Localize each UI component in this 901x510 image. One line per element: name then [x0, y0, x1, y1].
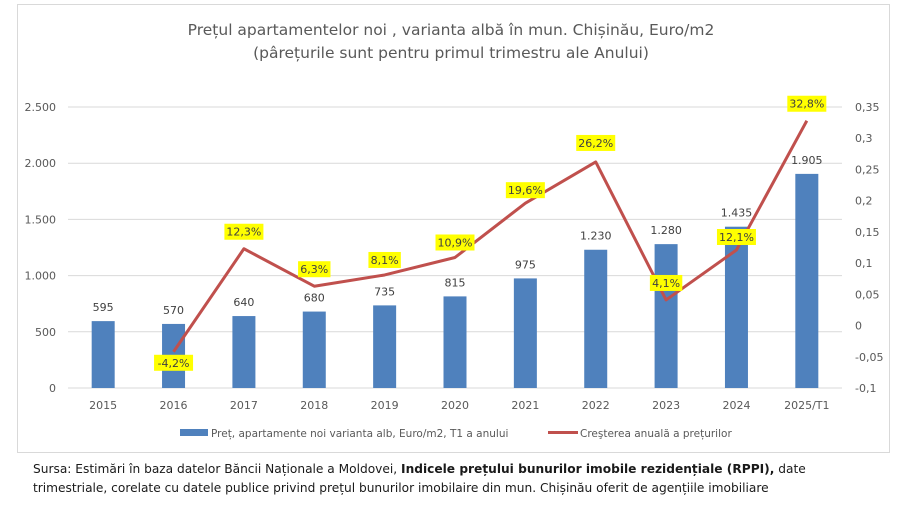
bar: [91, 321, 115, 388]
bar-value-label: 680: [304, 292, 325, 305]
x-tick-label: 2015: [89, 399, 117, 412]
bar-value-label: 1.230: [580, 230, 612, 243]
right-tick-label: 0,1: [855, 257, 873, 270]
right-tick-label: 0,05: [855, 288, 880, 301]
x-tick-label: 2018: [300, 399, 328, 412]
bar: [443, 296, 467, 388]
left-tick-label: 0: [49, 382, 56, 395]
label-highlight: [435, 234, 475, 251]
source-prefix: Sursa: Estimări în baza datelor Băncii N…: [33, 462, 402, 476]
bar: [302, 311, 326, 388]
growth-value-label: 8,1%: [371, 254, 399, 267]
right-tick-label: 0,35: [855, 101, 880, 114]
label-highlight: [787, 95, 827, 112]
line-labels: -4,2% 12,3% 6,3% 8,1% 10,9% 19,6% 26,2% 4,1% 12,…: [154, 95, 827, 371]
x-tick-label: 2017: [230, 399, 258, 412]
right-tick-label: -0,1: [855, 382, 876, 395]
right-axis: -0,1 -0,05 0 0,05 0,1 0,15 0,2 0,25 0,3 0,35: [855, 101, 883, 395]
bar: [373, 305, 397, 388]
left-tick-label: 1.500: [25, 213, 57, 226]
bar-value-label: 735: [374, 285, 395, 298]
legend: Preț, apartamente noi varianta alb, Euro…: [180, 428, 732, 440]
legend-bar-swatch: [180, 429, 208, 436]
line-series: [172, 120, 809, 353]
x-tick-label: 2022: [582, 399, 610, 412]
left-tick-label: 500: [35, 326, 56, 339]
bar-value-label: 640: [233, 296, 254, 309]
x-tick-label: 2023: [652, 399, 680, 412]
source-bold: Indicele prețului bunurilor imobile rezi…: [401, 462, 775, 476]
bar-value-label: 1.280: [650, 224, 682, 237]
growth-value-label: -4,2%: [158, 357, 190, 370]
legend-line-label: Creşterea anuală a prețurilor: [580, 428, 732, 440]
bar-value-label: 570: [163, 304, 184, 317]
label-highlight: [298, 261, 331, 278]
right-tick-label: 0: [855, 320, 862, 333]
source-note: Sursa: Estimări în baza datelor Băncii N…: [33, 460, 893, 498]
source-suffix: date: [774, 462, 806, 476]
growth-value-label: 32,8%: [789, 98, 824, 111]
x-tick-label: 2021: [511, 399, 539, 412]
bar: [232, 316, 256, 388]
right-tick-label: 0,2: [855, 195, 873, 208]
chart-title: Prețul apartamentelor noi , varianta alb…: [188, 21, 715, 39]
right-tick-label: -0,05: [855, 351, 883, 364]
gridlines: [68, 106, 842, 389]
x-tick-label: 2025/T1: [784, 399, 829, 412]
left-tick-label: 2.500: [25, 101, 57, 114]
x-tick-label: 2019: [371, 399, 399, 412]
bar-value-label: 1.435: [721, 207, 753, 220]
label-highlight: [576, 134, 616, 151]
left-tick-label: 2.000: [25, 157, 57, 170]
combo-chart: Prețul apartamentelor noi , varianta alb…: [25, 21, 884, 440]
bar-value-label: 595: [93, 301, 114, 314]
label-highlight: [154, 354, 194, 371]
growth-value-label: 10,9%: [438, 236, 473, 249]
label-highlight: [505, 182, 545, 199]
left-tick-label: 1.000: [25, 270, 57, 283]
label-highlight: [649, 274, 683, 291]
chart-frame: [17, 4, 890, 453]
source-line2: trimestriale, corelate cu datele publice…: [33, 481, 769, 495]
x-tick-label: 2024: [722, 399, 750, 412]
label-highlight: [716, 228, 756, 245]
left-axis: 0 500 1.000 1.500 2.000 2.500: [25, 101, 57, 395]
x-tick-label: 2016: [160, 399, 188, 412]
chart-subtitle: (pârețurile sunt pentru primul trimestru…: [253, 44, 649, 62]
legend-bar-label: Preț, apartamente noi varianta alb, Euro…: [211, 428, 508, 440]
label-highlight: [368, 251, 401, 268]
growth-value-label: 19,6%: [508, 184, 543, 197]
bar: [654, 244, 678, 388]
growth-value-label: 4,1%: [652, 277, 680, 290]
bar-series: [91, 173, 819, 388]
right-tick-label: 0,15: [855, 226, 880, 239]
growth-value-label: 12,3%: [226, 226, 261, 239]
bar-value-label: 975: [515, 258, 536, 271]
bar-value-label: 1.905: [791, 154, 823, 167]
right-tick-label: 0,25: [855, 163, 880, 176]
growth-value-label: 26,2%: [578, 137, 613, 150]
label-highlight: [224, 223, 264, 240]
bar: [584, 249, 608, 388]
growth-value-label: 12,1%: [719, 231, 754, 244]
bar: [724, 226, 748, 388]
x-tick-label: 2020: [441, 399, 469, 412]
growth-line: [172, 120, 809, 353]
growth-value-label: 6,3%: [300, 263, 328, 276]
right-tick-label: 0,3: [855, 132, 873, 145]
bar-labels: 595 570 640 680 735 815 975 1.230 1.280 1.435 1.90…: [93, 154, 823, 317]
bar: [513, 278, 537, 388]
bar-value-label: 815: [445, 276, 466, 289]
bar: [795, 173, 819, 388]
x-axis: 2015 2016 2017 2018 2019 2020 2021 2022 2023 2024…: [89, 399, 829, 412]
